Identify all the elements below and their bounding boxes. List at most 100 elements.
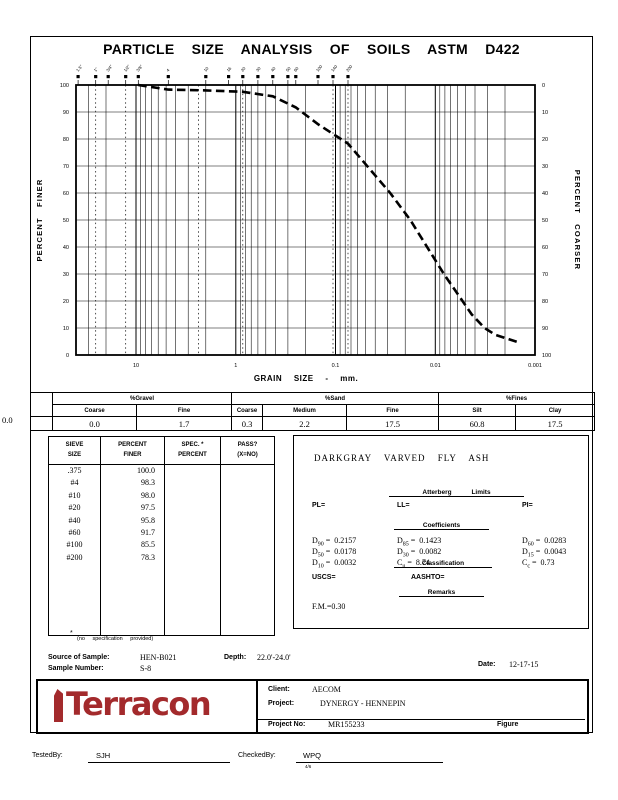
cobbles-value: 0.0 <box>2 415 13 425</box>
page-title: PARTICLE SIZE ANALYSIS OF SOILS ASTM D42… <box>103 41 520 57</box>
svg-text:40: 40 <box>542 191 548 197</box>
sand-group-header: %Sand <box>231 392 440 405</box>
svg-text:0: 0 <box>542 83 545 89</box>
svg-text:0.01: 0.01 <box>430 363 441 369</box>
svg-text:0.1: 0.1 <box>332 363 340 369</box>
svg-text:10: 10 <box>133 363 139 369</box>
svg-text:90: 90 <box>63 110 69 116</box>
svg-text:140: 140 <box>330 64 339 73</box>
fractions-empty-header <box>30 392 53 417</box>
pl-label: PL= <box>312 502 326 509</box>
fines-clay-value: 17.5 <box>515 416 596 431</box>
logo-t-bar-icon <box>54 689 63 722</box>
svg-text:100: 100 <box>60 83 69 89</box>
terracon-logo: Terracon <box>54 685 212 723</box>
tested-by-value: SJH <box>96 751 111 760</box>
date-label: Date: <box>478 661 496 668</box>
coefficient-D60: D60 = 0.0283 <box>522 536 567 548</box>
source-label: Source of Sample: <box>48 654 110 661</box>
date-value: 12-17-15 <box>509 660 539 669</box>
fractions-subheader: Fine <box>346 404 440 417</box>
svg-text:70: 70 <box>542 272 548 278</box>
fractions-subheader: Fine <box>135 404 233 417</box>
svg-text:60: 60 <box>293 65 300 72</box>
figure-label: Figure <box>497 721 519 728</box>
svg-text:10: 10 <box>542 110 548 116</box>
coefficient-D30: D30 = 0.0082 <box>397 547 442 559</box>
percent-finer-value: 98.0 <box>141 490 155 500</box>
logo-text: Terracon <box>66 685 212 723</box>
sieve-size-value: .375 <box>67 466 82 475</box>
sand-medium-value: 2.2 <box>262 416 348 431</box>
percent-finer-header: PERCENT FINER <box>101 437 164 465</box>
gravel-group-header: %Gravel <box>51 392 233 405</box>
svg-text:50: 50 <box>542 218 548 224</box>
svg-text:80: 80 <box>63 137 69 143</box>
coefficients-heading: Coefficients <box>394 522 489 530</box>
svg-text:0: 0 <box>66 353 69 359</box>
depth-label: Depth: <box>224 654 247 661</box>
coefficient-Cc: Cc = 0.73 <box>522 558 555 570</box>
percent-finer-value: 97.5 <box>141 503 155 513</box>
svg-text:1": 1" <box>93 66 100 73</box>
svg-text:1.5": 1.5" <box>75 63 84 72</box>
svg-text:10: 10 <box>203 65 210 72</box>
svg-text:90: 90 <box>542 326 548 332</box>
gravel-coarse-value: 0.0 <box>52 416 137 431</box>
sieve-size-value: #200 <box>66 552 83 562</box>
svg-text:30: 30 <box>255 65 262 72</box>
svg-text:16: 16 <box>226 65 233 72</box>
fractions-empty-cell <box>30 416 53 431</box>
tested-by-label: TestedBy: <box>32 752 63 759</box>
client-label: Client: <box>268 686 290 693</box>
checked-by-line <box>296 762 443 763</box>
fines-silt-value: 60.8 <box>438 416 517 431</box>
ll-label: LL= <box>397 502 410 509</box>
checked-by-label: CheckedBy: <box>238 752 276 759</box>
project-no-label: Project No: <box>268 721 306 728</box>
pi-label: PI= <box>522 502 533 509</box>
spec-percent-header: SPEC. * PERCENT <box>165 437 220 465</box>
sieve-size-value: #60 <box>68 528 81 538</box>
svg-text:50: 50 <box>63 218 69 224</box>
svg-text:20: 20 <box>63 299 69 305</box>
percent-finer-value: 78.3 <box>141 552 155 562</box>
svg-text:PERCENT COARSER: PERCENT COARSER <box>573 170 582 270</box>
fineness-modulus: F.M.=0.30 <box>312 602 346 611</box>
sieve-size-column: SIEVE SIZE .375 #4 #10 #20 #40 #60 #100 #200 <box>49 437 101 635</box>
sieve-size-value: #40 <box>68 515 81 525</box>
fractions-subheader: Medium <box>262 404 348 417</box>
fractions-subheader: Clay <box>515 404 596 417</box>
sand-fine-value: 17.5 <box>346 416 440 431</box>
coefficient-D10: D10 = 0.0032 <box>312 558 357 570</box>
pass-header: PASS? (X=NO) <box>221 437 274 465</box>
atterberg-heading: Atterberg Limits <box>389 489 524 497</box>
checked-by-value: WPQ <box>303 751 321 760</box>
fractions-subheader: Coarse <box>231 404 264 417</box>
project-no-value: MR155233 <box>328 720 365 729</box>
svg-text:3/4": 3/4" <box>105 63 114 72</box>
tested-by-line <box>88 762 230 763</box>
svg-text:60: 60 <box>542 245 548 251</box>
coefficient-D90: D90 = 0.2157 <box>312 536 357 548</box>
svg-text:30: 30 <box>542 164 548 170</box>
title-block: Terracon Client: AECOM Project: DYNERGY … <box>36 679 589 734</box>
fines-group-header: %Fines <box>438 392 596 405</box>
uscs-label: USCS= <box>312 574 336 581</box>
svg-text:60: 60 <box>63 191 69 197</box>
sieve-size-header: SIEVE SIZE <box>49 437 100 465</box>
svg-text:0.001: 0.001 <box>528 363 542 369</box>
svg-text:200: 200 <box>345 64 354 73</box>
sieve-size-value: #20 <box>68 503 81 513</box>
svg-text:30: 30 <box>63 272 69 278</box>
sieve-size-value: #100 <box>66 540 83 550</box>
sieve-size-value: #10 <box>68 490 81 500</box>
material-description-box: DARKGRAY VARVED FLY ASH Atterberg Limits… <box>293 435 589 629</box>
svg-text:20: 20 <box>240 65 247 72</box>
source-value: HEN-B021 <box>140 653 177 662</box>
pass-column: PASS? (X=NO) <box>221 437 274 635</box>
percent-finer-value: 91.7 <box>141 528 155 538</box>
remarks-heading: Remarks <box>399 589 484 597</box>
project-value: DYNERGY - HENNEPIN <box>320 699 406 708</box>
